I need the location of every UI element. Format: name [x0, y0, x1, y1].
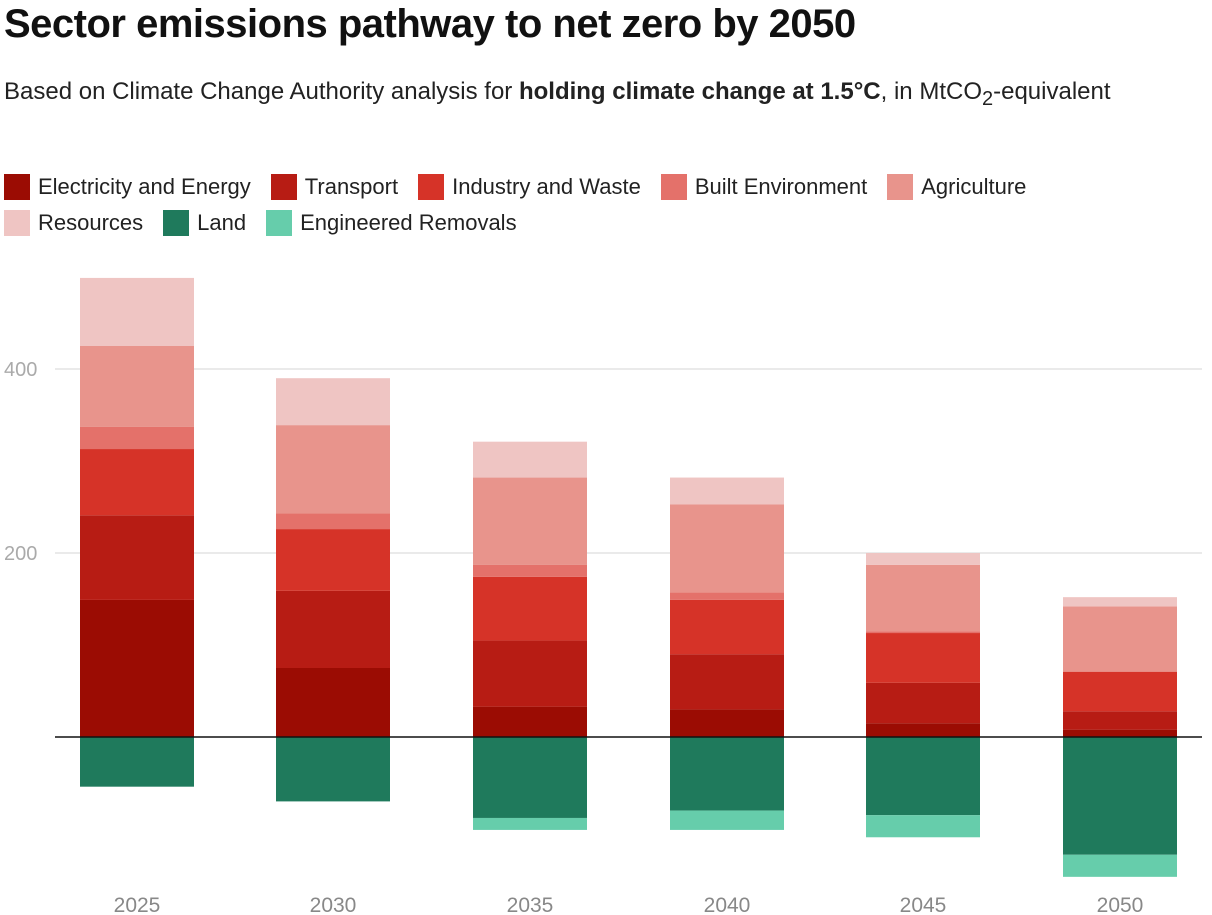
- bar-segment: [473, 737, 587, 818]
- bar-segment: [866, 553, 980, 565]
- legend-swatch: [660, 174, 687, 200]
- bar-segment: [80, 599, 194, 737]
- bar-segment: [1063, 737, 1177, 855]
- bar-segment: [670, 810, 784, 830]
- bar-segment: [276, 668, 390, 737]
- bar-segment: [1063, 671, 1177, 712]
- bar-segment: [670, 709, 784, 737]
- chart-subtitle: Based on Climate Change Authority analys…: [4, 70, 1184, 121]
- x-tick-label: 2045: [900, 894, 947, 915]
- bar-segment: [670, 504, 784, 593]
- bar-segment: [1063, 854, 1177, 877]
- x-tick-label: 2050: [1097, 894, 1144, 915]
- bar-segment: [866, 723, 980, 737]
- bar-segment: [276, 378, 390, 426]
- y-tick-label: 200: [4, 543, 37, 565]
- legend-item: Engineered Removals: [266, 206, 517, 240]
- y-tick-label: 400: [4, 359, 37, 381]
- legend-swatch: [4, 174, 30, 200]
- subtitle-end: -equivalent: [993, 78, 1111, 105]
- chart-title: Sector emissions pathway to net zero by …: [4, 2, 856, 46]
- bar-segment: [866, 564, 980, 632]
- bar-segment: [473, 564, 587, 577]
- bar-segment: [473, 706, 587, 737]
- legend-item: Electricity and Energy: [4, 170, 251, 204]
- legend-label: Industry and Waste: [452, 174, 641, 199]
- bar-segment: [670, 477, 784, 505]
- legend-item: Built Environment: [660, 170, 868, 204]
- bar-segment: [1063, 606, 1177, 672]
- bar-segment: [276, 529, 390, 591]
- bar-segment: [866, 633, 980, 683]
- bar-segment: [80, 737, 194, 787]
- bar-segment: [473, 640, 587, 707]
- bar-segment: [866, 682, 980, 724]
- bar-segment: [473, 441, 587, 478]
- bar-segment: [866, 815, 980, 838]
- bar-segment: [670, 599, 784, 655]
- bar-segment: [1063, 729, 1177, 737]
- x-tick-label: 2040: [704, 894, 751, 915]
- x-tick-label: 2025: [114, 894, 161, 915]
- subtitle-bold: holding climate change at 1.5°C: [518, 78, 881, 105]
- bar-segment: [670, 592, 784, 600]
- legend-label: Engineered Removals: [300, 210, 517, 235]
- x-tick-label: 2035: [507, 894, 554, 915]
- legend-item: Transport: [270, 170, 399, 204]
- legend-swatch: [418, 174, 445, 200]
- legend-item: Agriculture: [887, 170, 1026, 204]
- legend-item: Industry and Waste: [418, 170, 641, 204]
- bar-segment: [473, 817, 587, 830]
- bar-segment: [80, 449, 194, 516]
- subtitle-subscript: 2: [981, 87, 994, 110]
- subtitle-unit: , in MtCO: [880, 78, 982, 105]
- legend-label: Agriculture: [921, 174, 1027, 199]
- bar-segment: [866, 631, 980, 634]
- legend: Electricity and Energy Transport Industry …: [4, 170, 1204, 242]
- legend-item: Resources: [4, 206, 143, 240]
- bar-segment: [473, 477, 587, 565]
- legend-item: Land: [163, 206, 246, 240]
- bar-segment: [1063, 597, 1177, 607]
- bar-segment: [80, 277, 194, 346]
- legend-label: Built Environment: [694, 174, 868, 199]
- subtitle-text: Based on Climate Change Authority analys…: [4, 78, 519, 105]
- bar-segment: [473, 576, 587, 641]
- legend-label: Transport: [304, 174, 399, 199]
- bar-segment: [80, 515, 194, 600]
- bar-segment: [80, 346, 194, 427]
- bar-segment: [276, 737, 390, 802]
- bar-segment: [866, 737, 980, 816]
- legend-label: Land: [197, 210, 247, 235]
- bar-segment: [276, 425, 390, 514]
- bar-segment: [276, 590, 390, 668]
- bar-segment: [1063, 711, 1177, 730]
- bar-segment: [276, 513, 390, 530]
- legend-swatch: [887, 174, 914, 200]
- legend-label: Resources: [38, 210, 144, 235]
- bar-segment: [670, 737, 784, 811]
- legend-swatch: [163, 210, 190, 236]
- bar-segment: [80, 426, 194, 450]
- x-tick-label: 2030: [310, 894, 357, 915]
- legend-swatch: [4, 210, 30, 236]
- legend-swatch: [266, 210, 293, 236]
- bar-segment: [670, 654, 784, 710]
- legend-swatch: [270, 174, 297, 200]
- legend-label: Electricity and Energy: [38, 174, 251, 199]
